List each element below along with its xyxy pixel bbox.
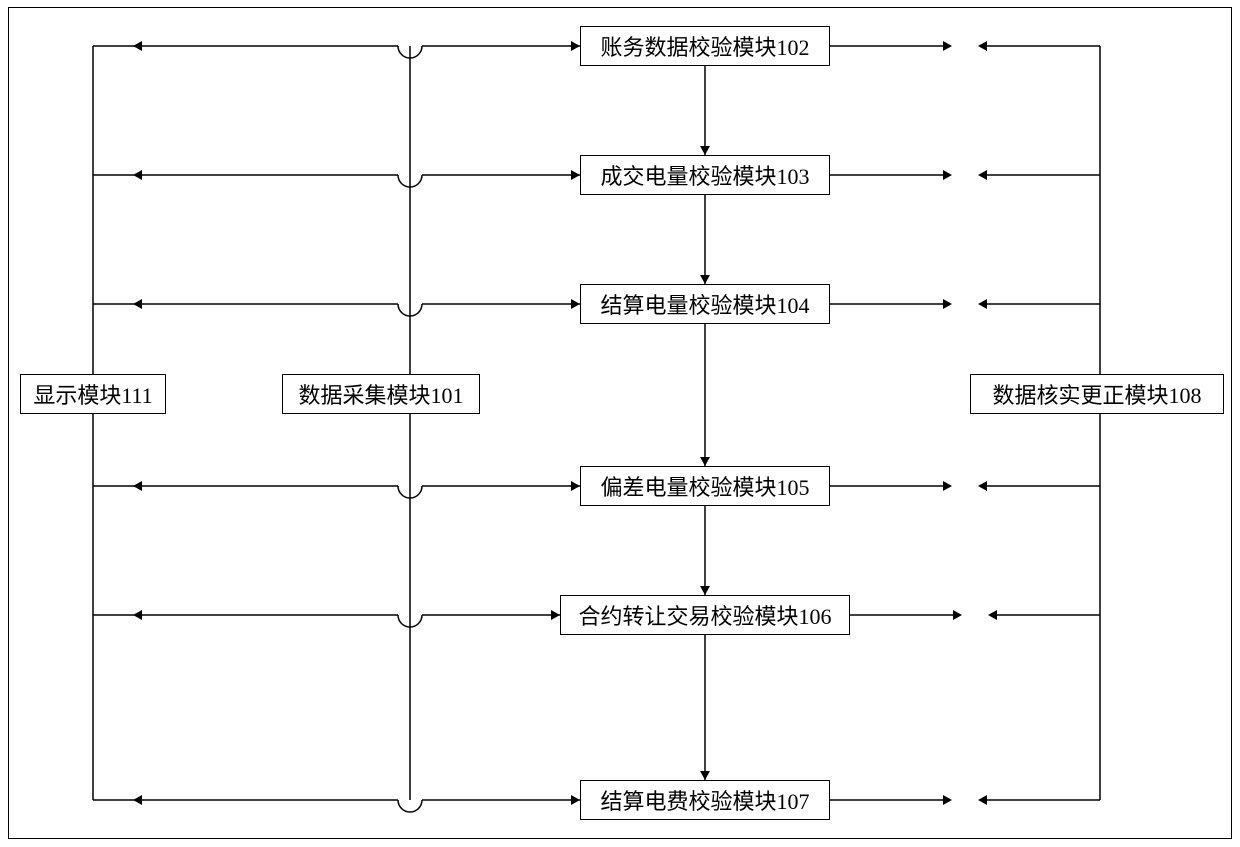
outer-frame (8, 7, 1232, 839)
node-transaction-volume-check-module-103: 成交电量校验模块103 (580, 155, 830, 195)
node-label: 成交电量校验模块103 (600, 159, 809, 191)
node-label: 合约转让交易校验模块106 (578, 599, 831, 631)
node-label: 结算电量校验模块104 (600, 288, 809, 320)
node-data-verify-correct-module-108: 数据核实更正模块108 (970, 374, 1224, 414)
node-deviation-volume-check-module-105: 偏差电量校验模块105 (580, 466, 830, 506)
node-label: 偏差电量校验模块105 (600, 470, 809, 502)
node-account-data-check-module-102: 账务数据校验模块102 (580, 26, 830, 66)
node-display-module-111: 显示模块111 (20, 374, 166, 414)
node-label: 结算电费校验模块107 (600, 784, 809, 816)
node-settlement-volume-check-module-104: 结算电量校验模块104 (580, 284, 830, 324)
node-label: 数据核实更正模块108 (992, 378, 1201, 410)
node-settlement-fee-check-module-107: 结算电费校验模块107 (580, 780, 830, 820)
node-label: 数据采集模块101 (298, 378, 463, 410)
node-label: 账务数据校验模块102 (600, 30, 809, 62)
node-data-collection-module-101: 数据采集模块101 (282, 374, 480, 414)
node-label: 显示模块111 (33, 378, 152, 410)
node-contract-transfer-check-module-106: 合约转让交易校验模块106 (560, 595, 850, 635)
